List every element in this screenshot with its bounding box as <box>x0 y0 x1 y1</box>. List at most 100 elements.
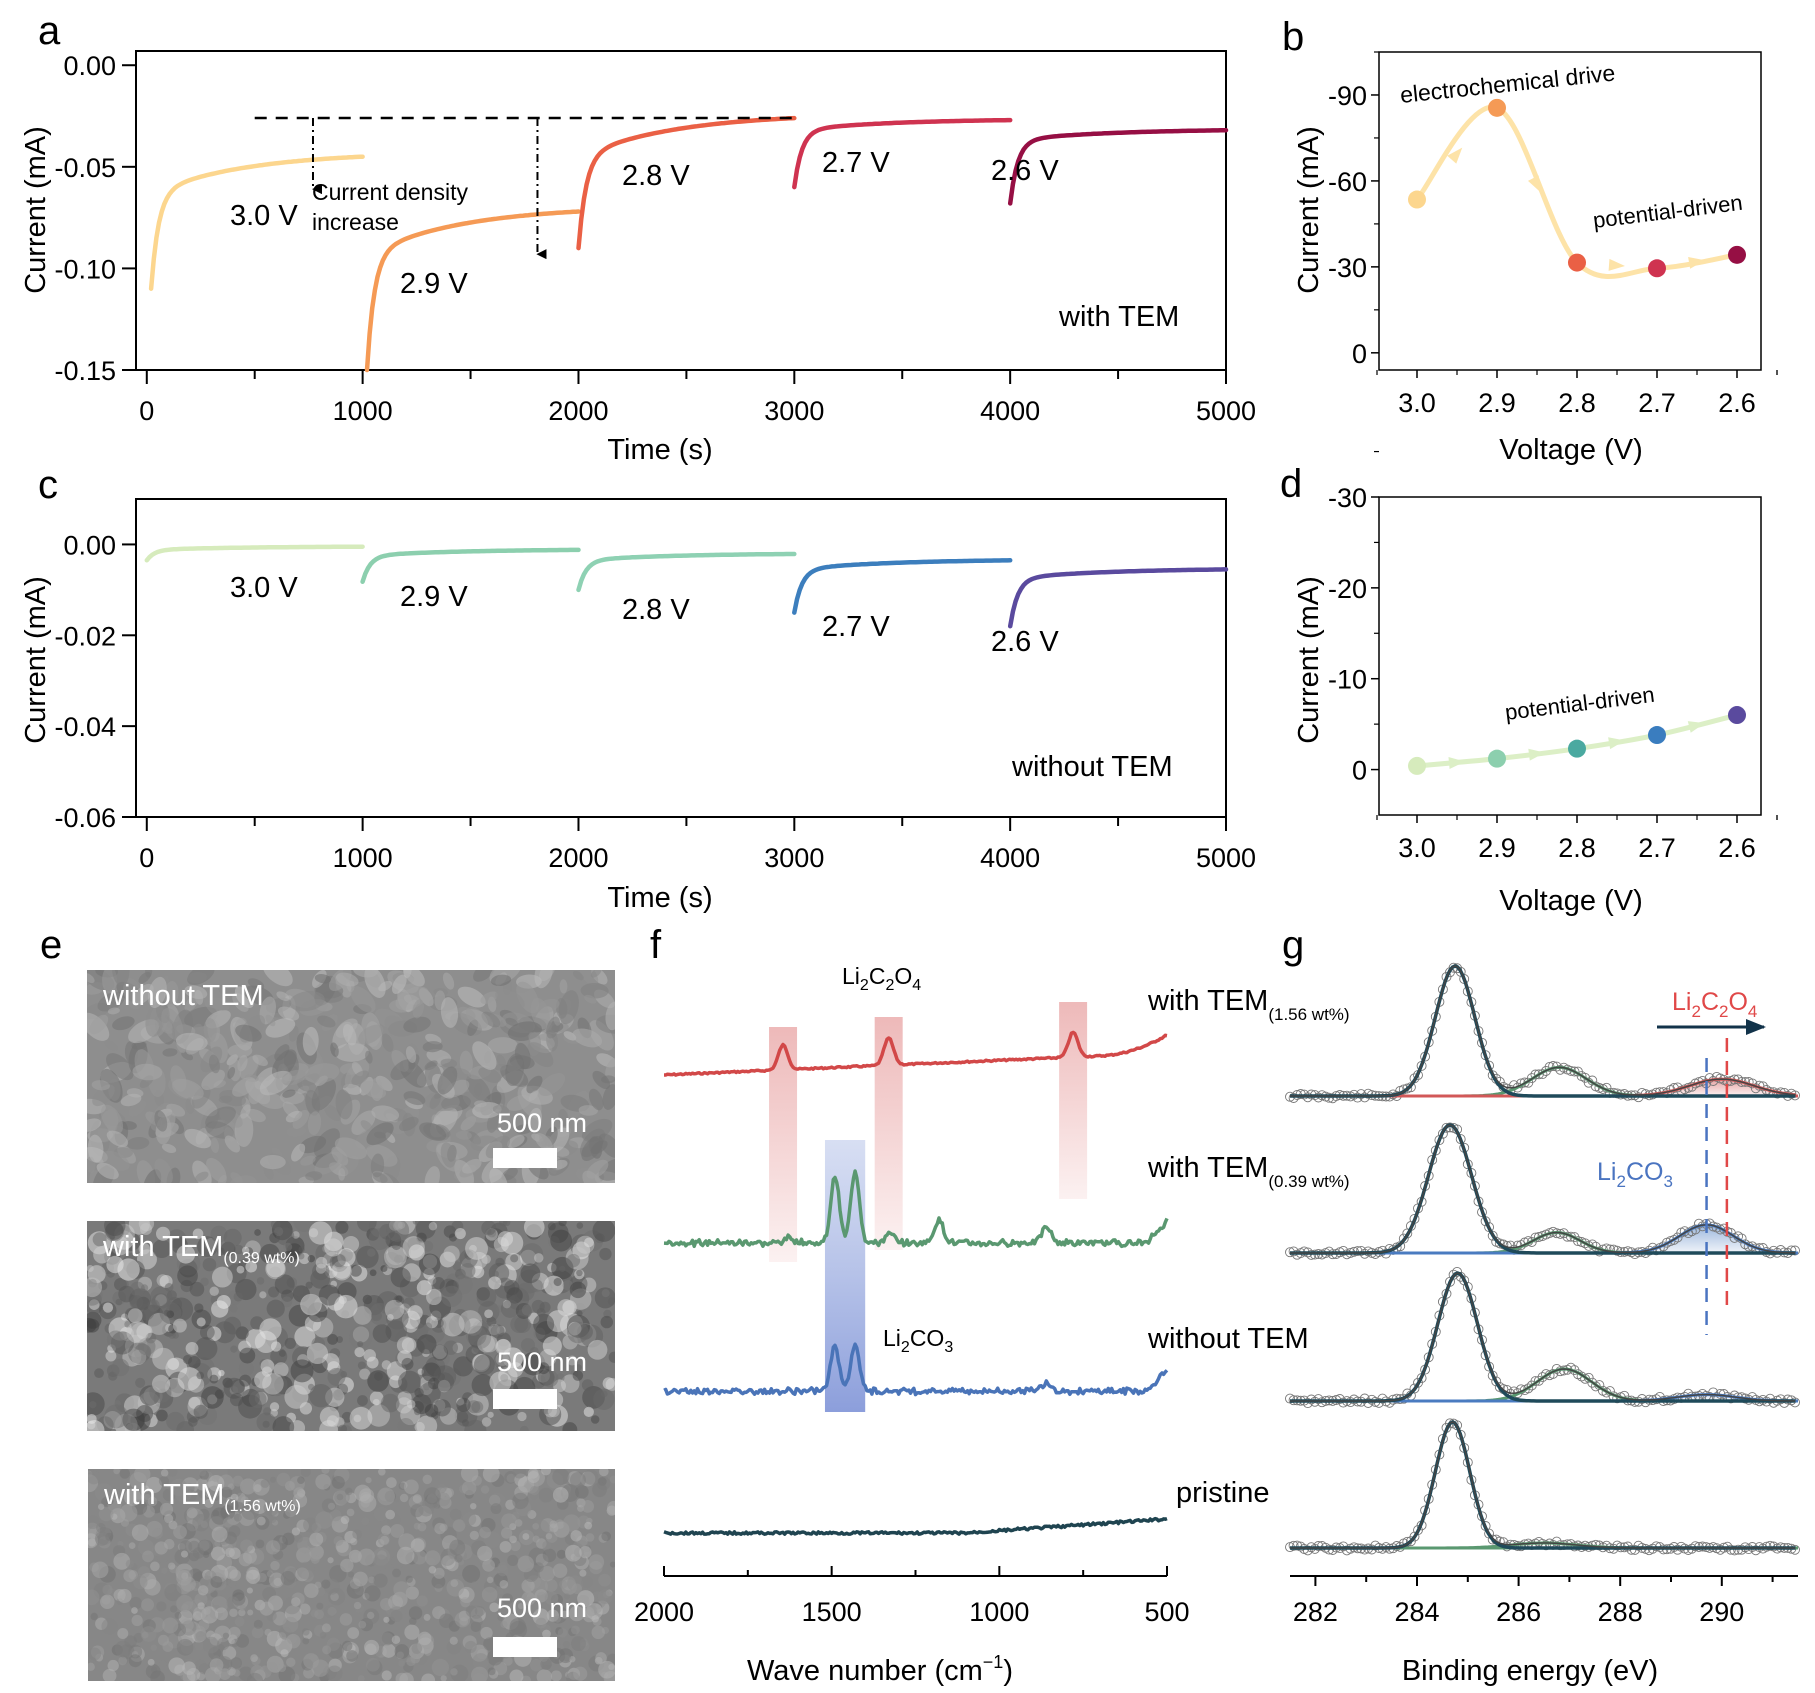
sem-grain <box>120 1518 129 1527</box>
sem-grain <box>107 1007 120 1015</box>
sem-grain <box>163 981 179 1008</box>
sem-grain <box>562 1641 571 1649</box>
sem-grain <box>348 1325 373 1350</box>
sem-grain <box>321 1623 331 1633</box>
sem-grain <box>452 1068 472 1080</box>
sem-grain <box>577 1590 595 1608</box>
sem-grain <box>452 1261 463 1271</box>
sem-grain <box>227 1044 253 1058</box>
sem-grain <box>527 1469 539 1479</box>
sem-grain <box>209 1374 219 1384</box>
sem-grain <box>428 1565 437 1574</box>
x-tick-label: 2.7 <box>1638 388 1676 418</box>
sem-grain <box>159 1660 167 1668</box>
sem-grain <box>291 1143 306 1162</box>
sem-grain <box>366 1657 380 1672</box>
sem-grain <box>340 1558 354 1573</box>
y-axis-title-c: Current (mA) <box>20 576 52 744</box>
sem-grain <box>562 1422 578 1431</box>
sem-grain <box>299 1135 327 1154</box>
x-tick-label: 0 <box>139 843 154 873</box>
sem-grain <box>583 1469 599 1485</box>
raman-spectrum-2 <box>663 1342 1169 1397</box>
sem-grain <box>324 1238 343 1257</box>
xps-data-point <box>1786 1245 1797 1256</box>
sem-grain <box>416 1334 437 1355</box>
sem-grain <box>133 1574 148 1590</box>
series-label-c-3v0: 3.0 V <box>230 572 298 604</box>
sem-grain <box>575 1364 582 1371</box>
x-tick-label: 3.0 <box>1398 388 1436 418</box>
sem-grain <box>106 1497 114 1505</box>
sem-grain <box>239 1374 252 1387</box>
sem-grain <box>130 1281 145 1297</box>
sem-grain <box>386 1221 410 1242</box>
xps-data-point <box>1747 1241 1758 1252</box>
sem-grain <box>292 1285 304 1297</box>
sem-grain <box>225 1547 235 1558</box>
sem-grain <box>528 1090 539 1101</box>
sem-grain <box>265 1014 276 1027</box>
xps-data-point <box>1729 1545 1740 1556</box>
sem-grain <box>154 1158 173 1183</box>
sem-grain <box>434 1372 455 1392</box>
sem-grain <box>168 1520 178 1530</box>
sem-grain <box>308 1221 333 1245</box>
sem-grain <box>331 1146 349 1166</box>
y-tick-label: -20 <box>1328 574 1367 604</box>
scale-bar <box>493 1637 557 1657</box>
sem-grain <box>174 1611 182 1619</box>
sem-grain <box>129 1295 144 1309</box>
sem-grain <box>342 1235 360 1253</box>
sem-grain <box>256 1516 266 1526</box>
x-tick-label: 282 <box>1293 1597 1338 1627</box>
sem-grain <box>601 1289 610 1298</box>
sem-grain <box>276 1472 291 1487</box>
sem-grain <box>255 1539 265 1549</box>
annotation-li2co3-f: Li2CO3 <box>883 1325 953 1356</box>
sem-grain <box>440 1142 456 1168</box>
sem-grain <box>504 1280 520 1296</box>
sem-grain <box>550 1229 573 1252</box>
sem-grain <box>294 1326 316 1348</box>
sem-grain <box>97 991 125 1012</box>
sem-grain <box>265 1540 281 1555</box>
sem-grain <box>119 1469 131 1479</box>
sem-grain <box>282 1532 295 1546</box>
sem-grain <box>119 1503 138 1522</box>
sem-grain <box>522 1533 530 1540</box>
x-tick-label: 1500 <box>802 1597 862 1627</box>
sem-grain <box>481 1221 497 1236</box>
sem-texture <box>87 970 615 1183</box>
sem-grain <box>197 1585 209 1596</box>
sem-grain <box>161 1143 177 1153</box>
sem-grain <box>156 1601 167 1612</box>
sem-grain <box>439 1549 456 1566</box>
sem-grain <box>269 1476 277 1483</box>
sem-grain <box>605 1001 615 1031</box>
sem-grain <box>514 1316 532 1333</box>
sem-grain <box>210 1137 220 1154</box>
sem-grain <box>222 1632 230 1639</box>
sem-grain <box>592 1482 607 1498</box>
xps-data-point <box>1398 1233 1409 1244</box>
sem-grain <box>293 1221 315 1232</box>
sem-grain <box>260 1359 275 1373</box>
sem-grain <box>331 1476 345 1489</box>
sem-grain <box>292 1109 310 1129</box>
sem-grain <box>350 1538 358 1546</box>
sem-grain <box>410 1538 425 1553</box>
sem-grain <box>219 1668 231 1680</box>
sem-grain <box>297 1476 305 1485</box>
sem-grain <box>412 1494 422 1504</box>
sem-grain <box>127 1308 143 1323</box>
sem-grain <box>120 1093 142 1107</box>
sem-grain <box>423 1613 431 1621</box>
sem-grain <box>315 1511 333 1529</box>
panel-g-chart: 282 284 286 288 290 Li2C2O4 Li2CO3 Binding e… <box>1285 962 1800 1687</box>
sem-grain <box>138 1243 151 1255</box>
sem-grain <box>446 1578 465 1597</box>
xps-data-point <box>1370 1540 1381 1551</box>
x-tick-label: 1000 <box>969 1597 1029 1627</box>
sem-grain <box>550 1670 562 1681</box>
